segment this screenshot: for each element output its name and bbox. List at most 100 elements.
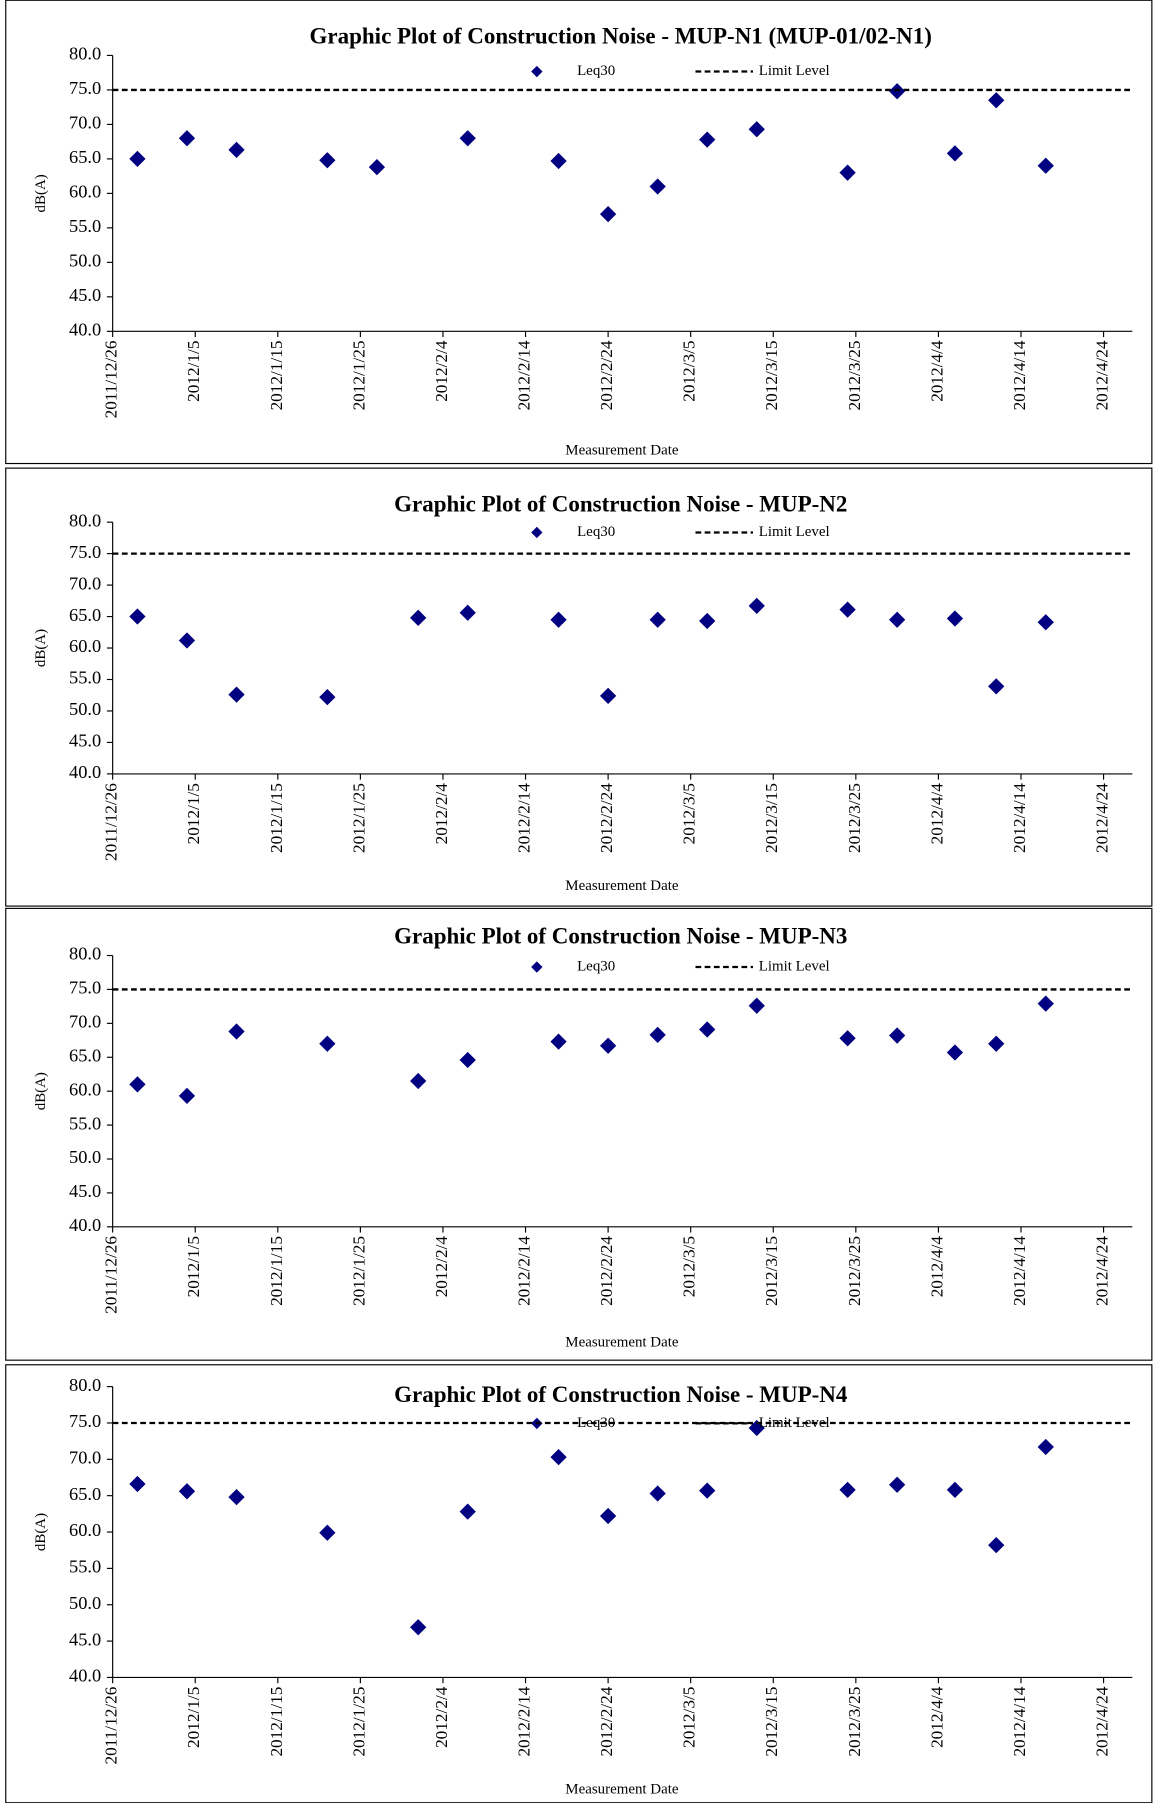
y-tick-label: 45.0 — [69, 1629, 101, 1649]
x-tick-label: 2012/4/14 — [1010, 1236, 1029, 1306]
data-point — [748, 121, 765, 138]
x-tick-label: 2012/1/15 — [267, 341, 286, 411]
data-point — [889, 1027, 906, 1044]
data-point — [178, 1087, 196, 1105]
data-point — [946, 610, 964, 627]
x-tick-label: 2012/1/15 — [267, 1687, 286, 1757]
data-point — [459, 130, 476, 147]
x-tick-label: 2012/2/4 — [432, 1236, 451, 1298]
x-tick-label: 2012/2/14 — [514, 340, 533, 410]
x-tick-label: 2012/1/25 — [349, 783, 368, 853]
data-point — [988, 1035, 1005, 1052]
legend-label: Limit Level — [759, 63, 830, 79]
chart-title: Graphic Plot of Construction Noise - MUP… — [394, 924, 847, 949]
data-point — [946, 145, 964, 162]
x-tick-label: 2012/1/5 — [184, 783, 203, 844]
data-point — [459, 1503, 476, 1520]
legend-label: Leq30 — [577, 63, 615, 79]
x-tick-label: 2012/1/25 — [349, 341, 368, 411]
data-point — [946, 1481, 964, 1498]
data-point — [699, 1021, 716, 1038]
x-tick-label: 2012/3/15 — [762, 341, 781, 411]
x-tick-label: 2012/1/5 — [184, 341, 203, 402]
x-tick-label: 2012/2/24 — [597, 783, 616, 853]
data-point — [839, 601, 856, 618]
y-tick-label: 45.0 — [69, 731, 101, 751]
y-tick-label: 65.0 — [69, 147, 101, 167]
y-axis-title: dB(A) — [33, 629, 49, 667]
x-tick-label: 2012/3/15 — [762, 783, 781, 853]
chart-title: Graphic Plot of Construction Noise - MUP… — [394, 491, 847, 516]
data-point — [1037, 1438, 1054, 1456]
x-tick-label: 2012/3/25 — [845, 1236, 864, 1306]
legend-label: Limit Level — [759, 958, 830, 974]
y-tick-label: 65.0 — [69, 605, 101, 625]
data-point — [988, 1536, 1005, 1554]
x-axis-title: Measurement Date — [565, 442, 679, 458]
data-point — [228, 141, 245, 159]
data-point — [649, 1026, 666, 1044]
x-tick-label: 2012/3/5 — [680, 1236, 699, 1297]
data-point — [839, 1481, 856, 1498]
x-axis-title: Measurement Date — [565, 878, 679, 894]
y-tick-label: 75.0 — [69, 978, 101, 998]
x-tick-label: 2012/1/15 — [267, 1236, 286, 1306]
y-tick-label: 65.0 — [69, 1045, 101, 1065]
x-tick-label: 2012/1/5 — [184, 1236, 203, 1297]
data-point — [459, 1051, 476, 1069]
x-tick-label: 2012/4/14 — [1010, 1686, 1029, 1756]
x-tick-label: 2012/3/15 — [762, 1236, 781, 1306]
x-tick-label: 2012/2/24 — [597, 1686, 616, 1756]
data-point — [459, 604, 476, 621]
data-point — [1037, 995, 1054, 1012]
x-tick-label: 2012/2/14 — [514, 1236, 533, 1306]
x-tick-label: 2012/4/24 — [1093, 1236, 1112, 1306]
x-tick-label: 2011/12/26 — [102, 783, 121, 861]
data-point — [129, 608, 146, 625]
y-tick-label: 75.0 — [69, 78, 101, 98]
y-tick-label: 55.0 — [69, 668, 101, 688]
x-tick-label: 2012/1/25 — [349, 1236, 368, 1306]
y-tick-label: 50.0 — [69, 1147, 101, 1167]
chart-title: Graphic Plot of Construction Noise - MUP… — [310, 23, 932, 48]
data-point — [319, 1035, 336, 1052]
data-point — [410, 1619, 427, 1636]
y-tick-label: 70.0 — [69, 113, 101, 133]
y-tick-label: 50.0 — [69, 1593, 101, 1613]
y-tick-label: 75.0 — [69, 1411, 101, 1431]
data-point — [550, 611, 567, 628]
y-axis-title: dB(A) — [33, 1072, 49, 1110]
data-point — [889, 1476, 906, 1493]
data-point — [319, 688, 336, 706]
data-point — [368, 159, 386, 176]
y-tick-label: 40.0 — [69, 320, 101, 340]
y-axis-title: dB(A) — [33, 174, 49, 212]
y-tick-label: 60.0 — [69, 636, 101, 656]
data-point — [129, 1076, 146, 1093]
panel-border — [5, 467, 1153, 907]
x-tick-label: 2012/2/24 — [597, 340, 616, 410]
data-point — [649, 611, 666, 628]
x-tick-label: 2012/2/4 — [432, 1686, 451, 1748]
x-tick-label: 2012/1/15 — [267, 783, 286, 853]
y-tick-label: 80.0 — [69, 1375, 101, 1395]
data-point — [550, 1449, 567, 1466]
data-point — [839, 164, 856, 181]
y-tick-label: 55.0 — [69, 1557, 101, 1577]
x-tick-label: 2012/4/14 — [1010, 783, 1029, 853]
y-tick-label: 60.0 — [69, 182, 101, 202]
x-tick-label: 2012/4/24 — [1093, 1686, 1112, 1756]
data-point — [889, 611, 906, 628]
x-tick-label: 2012/4/4 — [927, 1686, 946, 1748]
data-point — [988, 92, 1005, 109]
y-tick-label: 40.0 — [69, 1666, 101, 1686]
y-tick-label: 50.0 — [69, 699, 101, 719]
x-tick-label: 2012/2/24 — [597, 1236, 616, 1306]
data-point — [178, 1483, 196, 1500]
data-point — [319, 1524, 336, 1541]
x-tick-label: 2012/1/25 — [349, 1687, 368, 1757]
legend-marker — [531, 526, 543, 539]
x-tick-label: 2012/3/25 — [845, 783, 864, 853]
legend-label: Limit Level — [759, 1415, 830, 1431]
y-tick-label: 80.0 — [69, 510, 101, 530]
